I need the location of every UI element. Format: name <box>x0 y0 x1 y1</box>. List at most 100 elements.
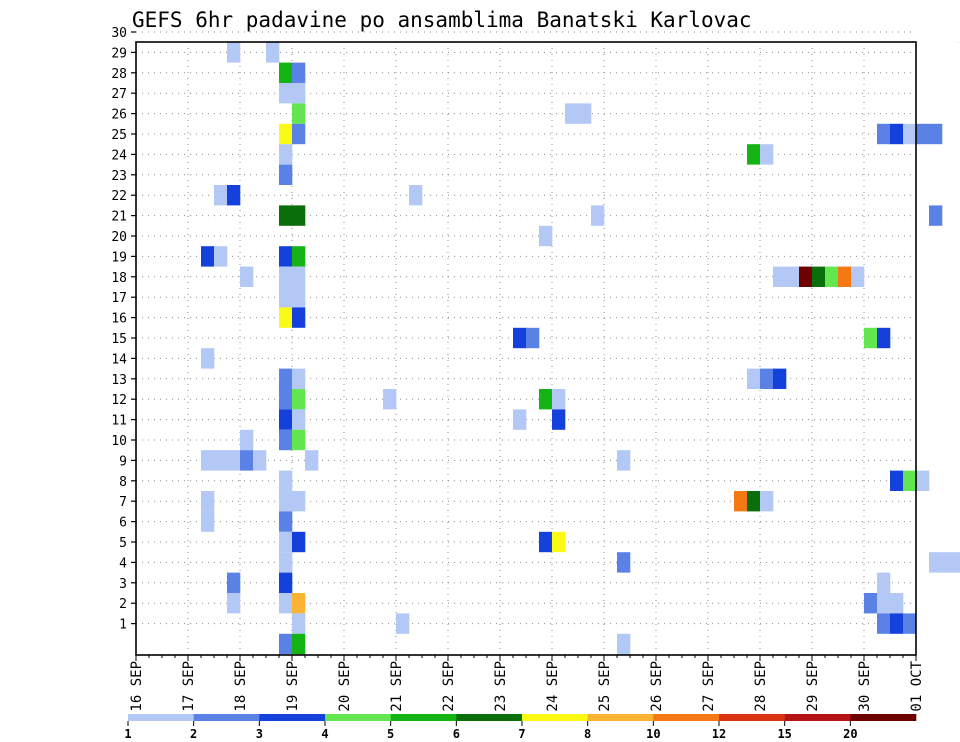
colorbar-swatch <box>259 714 326 721</box>
colorbar-label: 1 <box>124 727 131 741</box>
precip-cell <box>292 491 306 512</box>
precip-cell <box>292 633 306 655</box>
x-tick-label: 26 SEP <box>649 661 665 712</box>
precip-cell <box>292 531 306 553</box>
precip-cell <box>279 266 293 287</box>
precip-cell <box>292 246 306 267</box>
precip-cell <box>292 62 306 83</box>
precip-cell <box>877 327 891 349</box>
precip-cell <box>279 531 293 553</box>
precip-cell <box>396 613 410 634</box>
precip-cell <box>214 185 228 206</box>
y-tick-label: 14 <box>111 352 127 367</box>
y-tick-label: 29 <box>111 46 127 61</box>
precip-cell <box>539 531 553 553</box>
precip-cell <box>539 389 553 410</box>
y-tick-label: 4 <box>119 556 127 571</box>
precip-cell <box>747 144 761 165</box>
chart-title: GEFS 6hr padavine po ansamblima Banatski… <box>132 8 752 32</box>
y-tick-label: 27 <box>111 87 127 102</box>
precip-cell <box>916 123 930 145</box>
y-tick-label: 16 <box>111 312 127 327</box>
precip-cell <box>760 491 774 512</box>
precip-cell <box>292 613 306 634</box>
precip-cell <box>591 205 605 226</box>
precip-cell <box>773 266 787 287</box>
precip-cell <box>942 552 956 573</box>
precip-cell <box>305 450 319 471</box>
precip-cell <box>279 83 293 104</box>
x-tick-label: 29 SEP <box>805 661 821 712</box>
precip-cell <box>890 613 904 634</box>
y-tick-label: 6 <box>119 516 127 531</box>
precip-cell <box>838 266 852 287</box>
x-tick-label: 19 SEP <box>285 661 301 712</box>
y-tick-label: 30 <box>111 26 127 41</box>
precip-cell <box>877 123 891 145</box>
precip-cell <box>279 62 293 83</box>
colorbar-label: 5 <box>387 727 394 741</box>
precip-cell <box>539 225 553 247</box>
colorbar-swatch <box>719 714 785 721</box>
y-tick-label: 8 <box>119 475 127 490</box>
precip-cell <box>266 42 280 63</box>
colorbar-swatch <box>193 714 260 721</box>
precip-cell <box>279 205 293 226</box>
precip-cell <box>552 409 566 430</box>
colorbar-label: 20 <box>843 727 857 741</box>
precip-cell <box>279 123 293 145</box>
precip-cell <box>513 409 527 430</box>
precip-cell <box>578 103 592 124</box>
precip-cell <box>227 450 241 471</box>
precip-cell <box>929 205 943 226</box>
y-tick-label: 20 <box>111 230 127 245</box>
colorbar-label: 3 <box>256 727 263 741</box>
precip-cell <box>292 287 306 308</box>
precip-cell <box>279 307 293 328</box>
y-tick-label: 23 <box>111 169 127 184</box>
precip-cell <box>292 368 306 389</box>
colorbar-swatch <box>390 714 457 721</box>
precip-cell <box>903 613 917 634</box>
precip-cell <box>240 450 254 471</box>
precip-cell <box>201 348 215 369</box>
precip-cell <box>890 593 904 614</box>
precip-cell <box>279 470 293 491</box>
precip-cell <box>760 144 774 165</box>
precip-cell <box>812 266 826 287</box>
precip-cell <box>890 470 904 491</box>
y-tick-label: 9 <box>119 454 127 469</box>
y-tick-label: 15 <box>111 332 127 347</box>
precip-cell <box>253 450 267 471</box>
precip-cell <box>292 307 306 328</box>
y-tick-label: 22 <box>111 189 127 204</box>
precip-cell <box>877 572 891 593</box>
precip-cell <box>864 327 878 349</box>
precip-cell <box>292 389 306 410</box>
precip-cell <box>877 593 891 614</box>
colorbar-swatch <box>325 714 391 721</box>
y-tick-label: 17 <box>111 291 127 306</box>
y-axis: 1234567891011121314151617181920212223242… <box>111 26 136 633</box>
precip-cell <box>292 429 306 451</box>
x-tick-label: 28 SEP <box>753 661 769 712</box>
colorbar-label: 4 <box>321 727 328 741</box>
x-axis: 16 SEP 17 SEP 18 SEP 19 SEP 20 SEP 21 SEP 22 S… <box>129 655 925 712</box>
precip-cell <box>201 491 215 512</box>
y-tick-label: 28 <box>111 67 127 82</box>
x-tick-label: 18 SEP <box>233 661 249 712</box>
precip-cell <box>916 470 930 491</box>
precip-cell <box>786 266 800 287</box>
precip-cell <box>279 572 293 593</box>
precip-cell <box>565 103 579 124</box>
x-tick-label: 27 SEP <box>701 661 717 712</box>
ensemble-cells <box>201 42 960 655</box>
precip-cell <box>513 327 527 349</box>
colorbar-swatch <box>522 714 588 721</box>
precip-cell <box>903 470 917 491</box>
precip-cell <box>292 205 306 226</box>
precip-cell <box>240 266 254 287</box>
x-tick-label: 30 SEP <box>857 661 873 712</box>
precip-cell <box>279 389 293 410</box>
